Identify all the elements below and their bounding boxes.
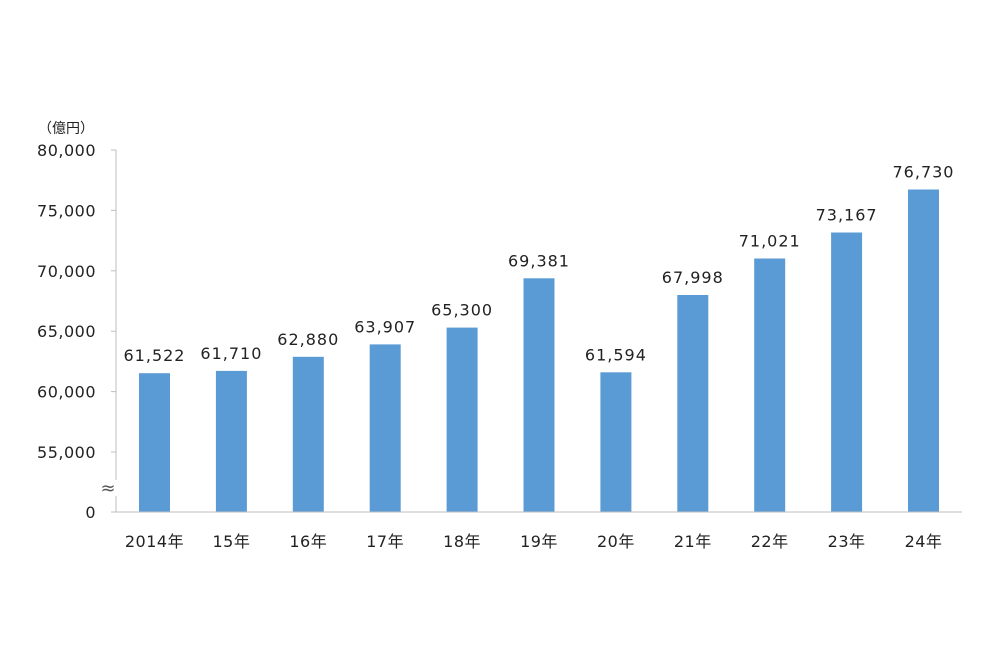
x-tick-label: 24年: [905, 532, 943, 551]
x-tick-label: 2014年: [125, 532, 184, 551]
data-label: 73,167: [816, 206, 878, 225]
y-axis-unit-label: （億円）: [38, 121, 94, 137]
bar: [523, 278, 555, 512]
bar: [600, 372, 632, 512]
data-label: 65,300: [431, 301, 493, 320]
bar: [139, 373, 170, 512]
data-label: 62,880: [277, 330, 339, 349]
bar: [369, 344, 401, 512]
axis-break-mark: ≈: [96, 478, 120, 499]
y-axis: 0 55,000 60,000 65,000 70,000 75,000 80,000: [37, 141, 116, 522]
data-label: 61,594: [585, 345, 647, 364]
axis-break-glyph: ≈: [100, 478, 115, 499]
y-tick-label: 70,000: [37, 262, 96, 281]
data-label: 76,730: [893, 163, 955, 182]
x-tick-label: 21年: [674, 532, 712, 551]
bar: [677, 295, 709, 512]
x-tick-label: 18年: [443, 532, 481, 551]
bar: [831, 232, 863, 512]
data-label: 61,710: [200, 344, 262, 363]
data-label: 61,522: [124, 346, 186, 365]
data-label: 71,021: [739, 232, 801, 251]
bar: [215, 370, 247, 512]
data-label: 69,381: [508, 251, 570, 270]
y-tick-label: 80,000: [37, 141, 96, 160]
bar-series: [139, 189, 939, 512]
x-tick-label: 16年: [289, 532, 327, 551]
x-axis: 2014年 15年 16年 17年 18年 19年 20年 21年 22年 23年 24年: [125, 532, 943, 551]
data-labels: 61,522 61,710 62,880 63,907 65,300 69,381 61,5…: [124, 163, 955, 366]
x-tick-label: 15年: [212, 532, 250, 551]
y-tick-label: 55,000: [37, 443, 96, 462]
y-tick-label: 75,000: [37, 201, 96, 220]
x-tick-label: 19年: [520, 532, 558, 551]
x-tick-label: 23年: [828, 532, 866, 551]
data-label: 63,907: [354, 317, 416, 336]
y-tick-label: 0: [85, 503, 96, 522]
y-tick-label: 60,000: [37, 383, 96, 402]
y-tick-label: 65,000: [37, 322, 96, 341]
data-label: 67,998: [662, 268, 724, 287]
bar: [754, 258, 786, 512]
x-tick-label: 22年: [751, 532, 789, 551]
x-tick-label: 20年: [597, 532, 635, 551]
bar: [446, 327, 478, 512]
bar: [908, 189, 939, 512]
x-tick-label: 17年: [366, 532, 404, 551]
bar: [292, 356, 324, 512]
